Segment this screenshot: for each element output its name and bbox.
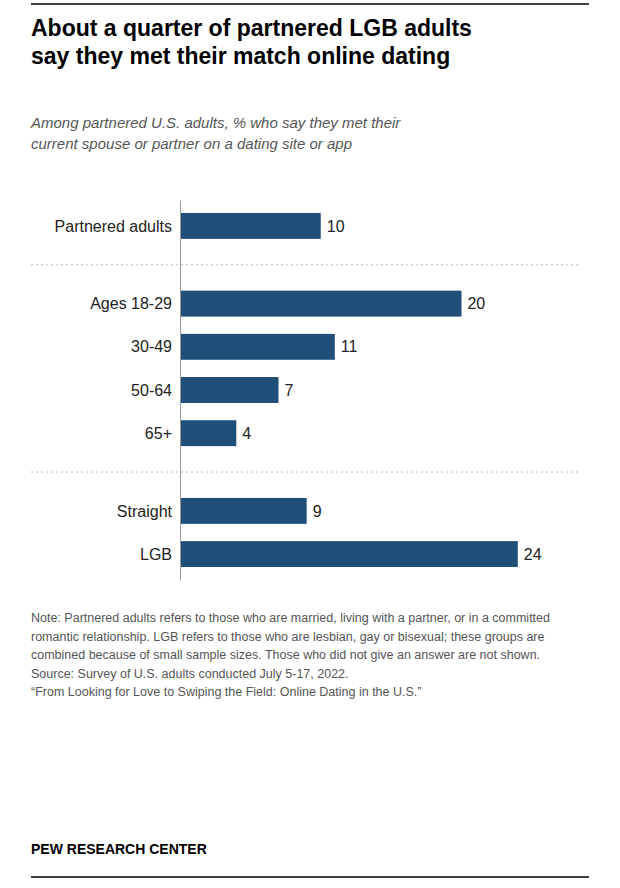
tick: Straight [117,503,173,520]
data-label: 24 [524,546,542,563]
tick: Ages 18-29 [90,295,172,312]
note-line: “From Looking for Love to Swiping the Fi… [31,685,421,699]
tick: 50-64 [131,382,172,399]
tick: Partnered adults [55,218,172,235]
subtitle-line: current spouse or partner on a dating si… [31,135,352,152]
title-line: say they met their match online dating [31,43,450,69]
note-line: Source: Survey of U.S. adults conducted … [31,667,349,681]
border-top [31,3,589,5]
divider [31,472,580,473]
divider [31,264,580,265]
subtitle-line: Among partnered U.S. adults, % who say t… [30,114,401,131]
note-line: Note: Partnered adults refers to those w… [31,611,550,625]
note: Note: Partnered adults refers to those w… [31,611,550,699]
bar [180,420,236,446]
bar [180,541,518,567]
tick-label: Ages 18-29 [90,295,172,312]
bar [180,498,307,524]
tick-label: LGB [140,546,172,563]
data-label: 10 [327,218,345,235]
tick-label: 30-49 [131,338,172,355]
data-labels: 10 20 11 7 4 9 24 [242,218,541,563]
tick-label: Straight [117,503,173,520]
note-line: combined because of small sample sizes. … [31,648,540,662]
data-label: 7 [285,382,294,399]
tick-label: Partnered adults [55,218,172,235]
bar [180,377,279,403]
border-bottom [31,876,589,878]
bars [180,213,518,567]
data-label: 4 [242,425,251,442]
source: PEW RESEARCH CENTER [31,841,207,857]
title: About a quarter of partnered LGB adultss… [31,15,472,69]
tick: 65+ [145,425,172,442]
tick-label: 50-64 [131,382,172,399]
data-label: 9 [313,503,322,520]
note-line: romantic relationship. LGB refers to tho… [31,630,545,644]
bar [180,213,321,239]
bar [180,291,461,317]
data-label: 20 [467,295,485,312]
title-line: About a quarter of partnered LGB adults [31,15,472,41]
axis-line [180,201,181,581]
tick-label: 65+ [145,425,172,442]
chart: About a quarter of partnered LGB adultss… [0,0,620,888]
tick: LGB [140,546,172,563]
y-axis: Partnered adults Ages 18-29 30-49 50-64 65+ S… [55,201,181,581]
data-label: 11 [341,338,358,355]
subtitle: Among partnered U.S. adults, % who say t… [30,114,401,152]
bar [180,334,335,360]
tick: 30-49 [131,338,172,355]
